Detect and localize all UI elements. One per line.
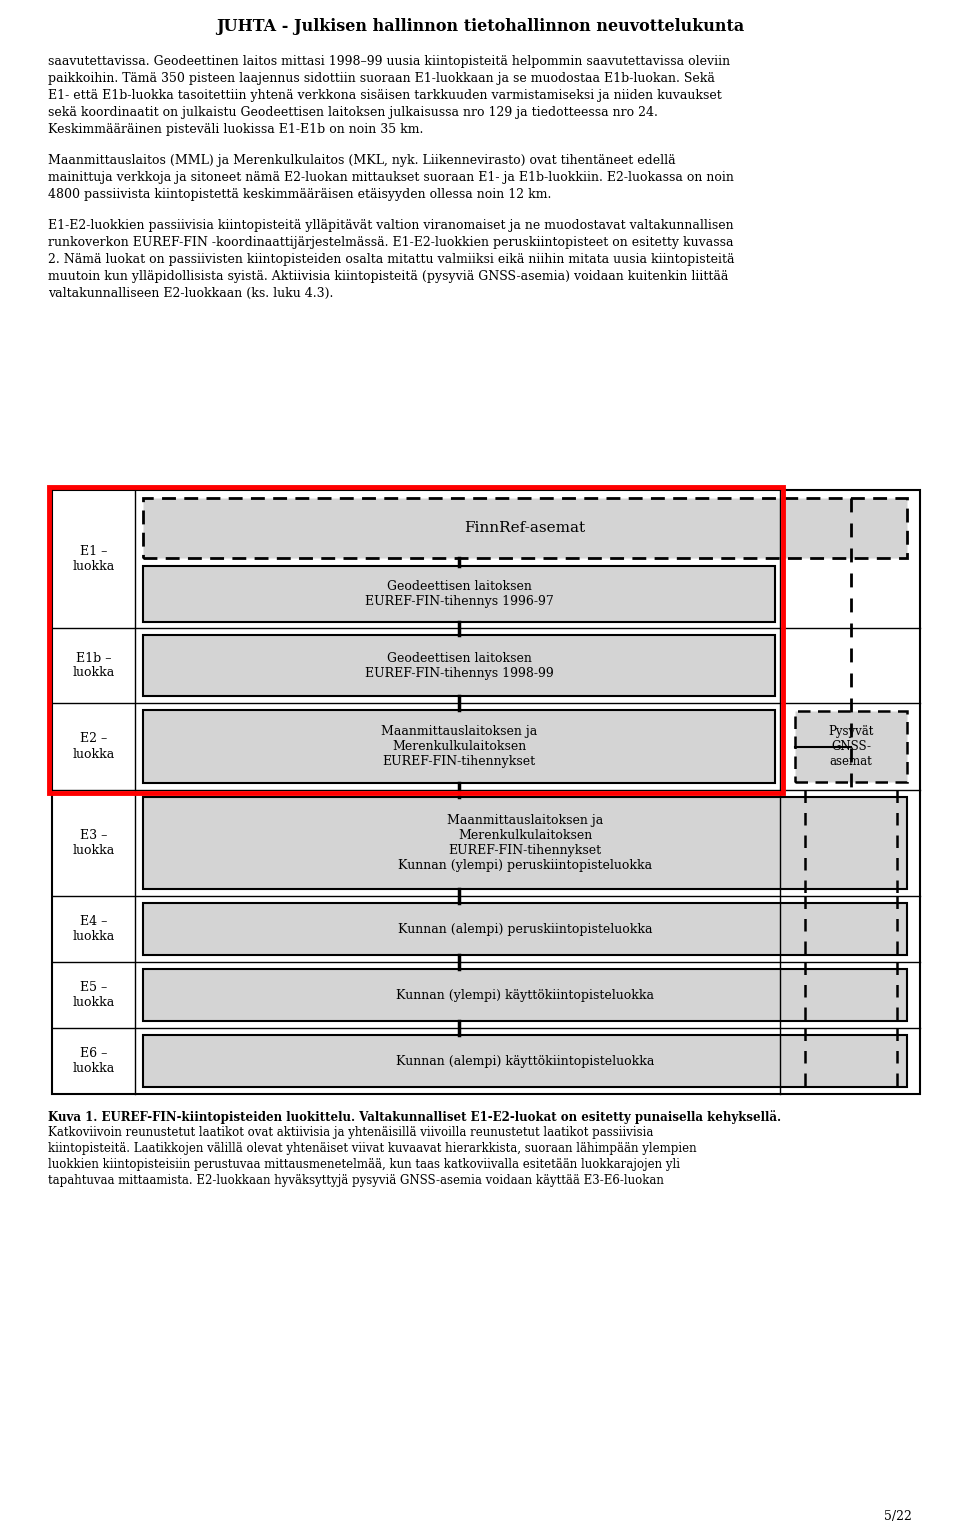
Text: JUHTA - Julkisen hallinnon tietohallinnon neuvottelukunta: JUHTA - Julkisen hallinnon tietohallinno… <box>216 18 744 35</box>
Text: Kuva 1. EUREF-FIN-kiintopisteiden luokittelu. Valtakunnalliset E1-E2-luokat on e: Kuva 1. EUREF-FIN-kiintopisteiden luokit… <box>48 1109 781 1123</box>
Bar <box>143 565 775 622</box>
Bar <box>143 904 907 956</box>
Text: Geodeettisen laitoksen
EUREF-FIN-tihennys 1996-97: Geodeettisen laitoksen EUREF-FIN-tihenny… <box>365 581 553 608</box>
Bar <box>143 498 907 558</box>
Text: tapahtuvaa mittaamista. E2-luokkaan hyväksyttyjä pysyviä GNSS-asemia voidaan käy: tapahtuvaa mittaamista. E2-luokkaan hyvä… <box>48 1173 664 1187</box>
Text: E1b –
luokka: E1b – luokka <box>72 651 114 680</box>
Text: sekä koordinaatit on julkaistu Geodeettisen laitoksen julkaisussa nro 129 ja tie: sekä koordinaatit on julkaistu Geodeetti… <box>48 107 658 119</box>
Bar <box>143 1035 907 1087</box>
Text: E1-E2-luokkien passiivisia kiintopisteitä ylläpitävät valtion viranomaiset ja ne: E1-E2-luokkien passiivisia kiintopisteit… <box>48 219 733 232</box>
Text: Geodeettisen laitoksen
EUREF-FIN-tihennys 1998-99: Geodeettisen laitoksen EUREF-FIN-tihenny… <box>365 651 553 680</box>
Text: runkoverkon EUREF-FIN -koordinaattijärjestelmässä. E1-E2-luokkien peruskiintopis: runkoverkon EUREF-FIN -koordinaattijärje… <box>48 236 733 248</box>
Text: Kunnan (ylempi) käyttökiintopisteluokka: Kunnan (ylempi) käyttökiintopisteluokka <box>396 989 654 1001</box>
Text: Pysyvät
GNSS-
asemat: Pysyvät GNSS- asemat <box>828 725 874 768</box>
Text: E1 –
luokka: E1 – luokka <box>72 546 114 573</box>
Text: mainittuja verkkoja ja sitoneet nämä E2-luokan mittaukset suoraan E1- ja E1b-luo: mainittuja verkkoja ja sitoneet nämä E2-… <box>48 171 733 184</box>
Text: FinnRef-asemat: FinnRef-asemat <box>465 521 586 535</box>
Text: luokkien kiintopisteisiin perustuvaa mittausmenetelmää, kun taas katkoviivalla e: luokkien kiintopisteisiin perustuvaa mit… <box>48 1158 680 1170</box>
Bar <box>143 636 775 696</box>
Text: saavutettavissa. Geodeettinen laitos mittasi 1998–99 uusia kiintopisteitä helpom: saavutettavissa. Geodeettinen laitos mit… <box>48 55 731 69</box>
Text: E4 –
luokka: E4 – luokka <box>72 914 114 943</box>
Text: kiintopisteitä. Laatikkojen välillä olevat yhtenäiset viivat kuvaavat hierarkkis: kiintopisteitä. Laatikkojen välillä olev… <box>48 1141 697 1155</box>
Bar <box>795 712 907 782</box>
Text: 2. Nämä luokat on passiivisten kiintopisteiden osalta mitattu valmiiksi eikä nii: 2. Nämä luokat on passiivisten kiintopis… <box>48 253 734 267</box>
Text: 4800 passiivista kiintopistettä keskimmääräisen etäisyyden ollessa noin 12 km.: 4800 passiivista kiintopistettä keskimmä… <box>48 187 551 201</box>
Text: Maanmittauslaitoksen ja
Merenkulkulaitoksen
EUREF-FIN-tihennykset: Maanmittauslaitoksen ja Merenkulkulaitok… <box>381 725 538 768</box>
Bar <box>143 969 907 1021</box>
Bar <box>49 488 783 792</box>
Text: Maanmittauslaitoksen ja
Merenkulkulaitoksen
EUREF-FIN-tihennykset
Kunnan (ylempi: Maanmittauslaitoksen ja Merenkulkulaitok… <box>398 814 652 872</box>
Text: Kunnan (alempi) käyttökiintopisteluokka: Kunnan (alempi) käyttökiintopisteluokka <box>396 1055 654 1067</box>
Text: muutoin kun ylläpidollisista syistä. Aktiivisia kiintopisteitä (pysyviä GNSS-ase: muutoin kun ylläpidollisista syistä. Akt… <box>48 270 729 283</box>
Text: E5 –
luokka: E5 – luokka <box>72 981 114 1009</box>
Text: E1- että E1b-luokka tasoitettiin yhtenä verkkona sisäisen tarkkuuden varmistamis: E1- että E1b-luokka tasoitettiin yhtenä … <box>48 88 722 102</box>
Bar <box>52 491 920 1094</box>
Bar <box>143 797 907 888</box>
Text: E6 –
luokka: E6 – luokka <box>72 1047 114 1074</box>
Text: Kunnan (alempi) peruskiintopisteluokka: Kunnan (alempi) peruskiintopisteluokka <box>397 922 652 936</box>
Text: Maanmittauslaitos (MML) ja Merenkulkulaitos (MKL, nyk. Liikennevirasto) ovat tih: Maanmittauslaitos (MML) ja Merenkulkulai… <box>48 154 676 168</box>
Text: paikkoihin. Tämä 350 pisteen laajennus sidottiin suoraan E1-luokkaan ja se muodo: paikkoihin. Tämä 350 pisteen laajennus s… <box>48 72 715 85</box>
Text: E3 –
luokka: E3 – luokka <box>72 829 114 856</box>
Text: Keskimmääräinen pisteväli luokissa E1-E1b on noin 35 km.: Keskimmääräinen pisteväli luokissa E1-E1… <box>48 123 423 136</box>
Text: E2 –
luokka: E2 – luokka <box>72 733 114 760</box>
Text: 5/22: 5/22 <box>884 1510 912 1522</box>
Text: valtakunnalliseen E2-luokkaan (ks. luku 4.3).: valtakunnalliseen E2-luokkaan (ks. luku … <box>48 287 333 300</box>
Text: Katkoviivoin reunustetut laatikot ovat aktiivisia ja yhtenäisillä viivoilla reun: Katkoviivoin reunustetut laatikot ovat a… <box>48 1126 654 1138</box>
Bar <box>143 710 775 783</box>
